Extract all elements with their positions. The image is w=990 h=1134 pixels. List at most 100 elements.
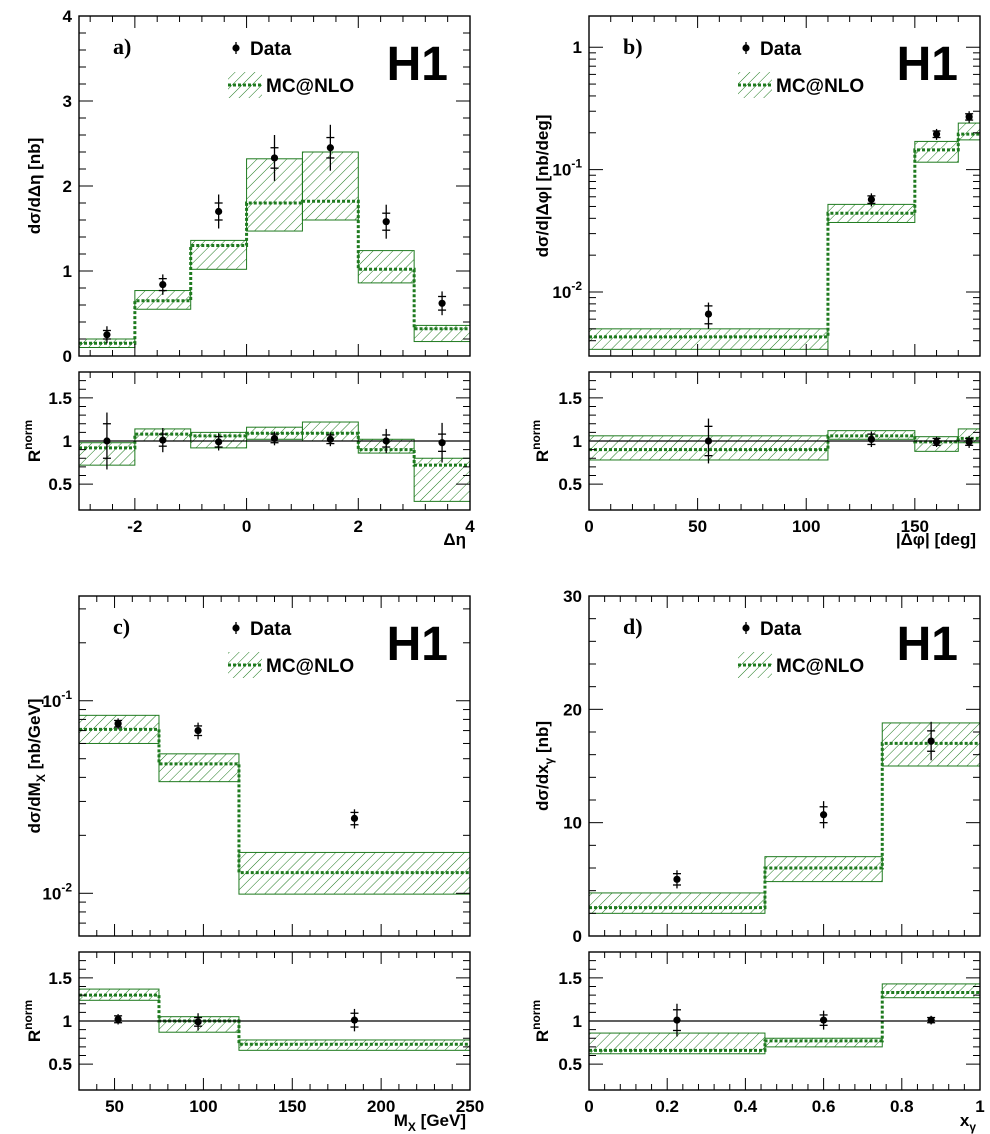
panel-b-ratio-xtick-label: 0 [584,517,593,536]
panel-c-legend-mc-label: MC@NLO [266,656,354,677]
panel-c-mc-band-bin [158,753,240,783]
panel-c-ratio-xtick-label: 200 [367,1097,395,1116]
panel-a-mc-band-bin [357,250,415,284]
panel-d-xlabel: xγ [960,1111,976,1134]
panel-c-ratio-data-marker [194,1018,202,1026]
panel-a-ratio-data-marker [159,436,167,444]
panel-b-legend-mc-label: MC@NLO [776,76,864,97]
panel-c-main-ytick-label: 10-2 [42,880,72,903]
panel-a-main-ytick-label: 2 [63,177,72,196]
panel-d-ratio-ytick-label: 1 [573,1012,582,1031]
panel-a-ratio-data-point [438,422,447,463]
panel-c-ylabel: dσ/dMX [nb/GeV] [25,699,48,834]
panel-d-ratio-xtick-label: 1 [975,1097,984,1116]
panel-d-data-point [927,721,936,761]
panel-a-data-marker [382,218,390,226]
panel-c: 10-2 10-1 0.5 1 1.5 50 100 150 200 250 dσ/dMX [nb/… [21,595,484,1134]
panel-a-ratio-data-point [326,432,335,447]
panel-c-legend-data-label: Data [250,619,292,640]
panel-b-ratio-xtick-label: 50 [688,517,707,536]
panel-b: 10-2 10-1 1 0.5 1 1.5 0 50 100 150 dσ/d|Δφ| [nb/de… [529,15,981,549]
panel-d-ratio-data-marker [927,1016,935,1024]
panel-d-ratio-ytick-label: 0.5 [558,1055,582,1074]
panel-a-ratio-data-point [214,433,223,451]
panel-d-ratio-data-marker [820,1016,828,1024]
panel-c-ratio-xtick-label: 50 [105,1097,124,1116]
panel-c-ratio-data-point [350,1008,359,1032]
panel-b-ratio-data-point [965,435,974,448]
panel-b-mc-band-bin [957,122,981,141]
panel-c-xlabel: MX [GeV] [394,1111,466,1134]
panel-a-data-point [102,326,111,344]
panel-c-ratio-xtick-label: 150 [278,1097,306,1116]
panel-b-h1-logo: H1 [897,38,958,91]
panel-b-label: b) [623,34,643,59]
panel-a-ratio-data-marker [438,439,446,447]
panel-a-main-pad: 0 1 2 3 4 [63,7,471,366]
panel-a-ratio-ytick-label: 1 [63,432,72,451]
panel-a-ratio-pad: 0.5 1 1.5 -2 0 2 4 [48,371,475,536]
panel-c-ratio-data-point [114,1014,123,1025]
panel-d-h1-logo: H1 [897,618,958,671]
panel-c-ratio-xtick-label: 250 [456,1097,484,1116]
panel-a-ratio-data-marker [326,435,334,443]
panel-b-ratio-data-point [932,436,941,448]
panel-d-data-marker [927,737,935,745]
panel-d-main-ytick-label: 0 [573,927,582,946]
panel-b-ratio-data-marker [965,438,973,446]
panel-b-main-ytick-label: 1 [573,38,582,57]
panel-b-ratio-data-point [704,418,713,464]
panel-a-data-point [326,124,335,171]
panel-c-ratio-ytick-label: 1.5 [48,969,72,988]
panel-b-ratio-xtick-label: 150 [901,517,929,536]
panel-d-main-ytick-label: 30 [563,587,582,606]
panel-d-ratio-mc-band-bin [881,983,981,999]
panel-a-data-marker [159,281,167,289]
panel-a-ratio-ylabel: Rnorm [21,420,44,462]
panel-a-data-marker [103,331,111,339]
panel-d-mc-band-bin [588,892,766,914]
panel-d-ratio-ylabel: Rnorm [529,1000,552,1042]
panel-a-main-ytick-label: 1 [63,262,72,281]
panel-a-ratio-xtick-label: -2 [127,517,142,536]
panel-a-ratio-data-point [158,428,167,453]
panel-d-legend-mc-label: MC@NLO [776,656,864,677]
panel-c-ratio-ytick-label: 1 [63,1012,72,1031]
panel-a-ratio-ytick-label: 0.5 [48,475,72,494]
panel-b-main-ytick-label: 10-2 [552,279,582,302]
panel-d-legend-data-label: Data [760,619,802,640]
panel-a-data-marker [215,207,223,216]
panel-b-data-marker [704,310,713,318]
panel-c-ratio-pad: 0.5 1 1.5 50 100 150 200 250 [48,951,484,1116]
panel-d-ratio-data-point [819,1010,828,1030]
panel-d-data-marker [673,875,681,883]
panel-b-ratio-data-marker [932,438,941,446]
panel-d-ratio-xtick-label: 0.8 [890,1097,914,1116]
panel-d-ratio-data-point [672,1003,681,1037]
panel-a-main-ytick-label: 0 [63,347,72,366]
panel-d-label: d) [623,614,643,639]
panel-d-ratio-xtick-label: 0.4 [734,1097,758,1116]
panel-d-ratio-pad: 0.5 1 1.5 0 0.2 0.4 0.6 0.8 1 [558,951,985,1116]
panel-b-data-point [704,302,713,329]
panel-b-mc-band-bin [588,328,829,350]
panel-b-mc-central-line [589,132,980,339]
panel-a-main-ytick-label: 4 [63,7,73,26]
panel-b-mc-band-bin [914,140,959,163]
panel-b-ratio-data-point [867,431,876,448]
panel-c-ratio-data-point [194,1013,203,1031]
panel-a-mc-central-line [79,199,470,345]
panel-d-data-marker [820,811,828,819]
panel-d-ratio-data-point [927,1015,936,1025]
panel-a-ratio-ytick-label: 1.5 [48,389,72,408]
panel-a-ratio-data-marker [215,438,223,446]
panel-a-ratio-data-marker [103,437,111,445]
panel-b-data-marker [965,113,973,121]
panel-b-data-point [932,128,941,140]
panel-a-ratio-data-point [102,412,111,470]
panel-a-ratio-mc-central-line [79,431,470,467]
panel-a-ratio-xtick-label: 0 [242,517,251,536]
panel-b-data-point [867,193,876,207]
panel-a-ratio-data-point [270,431,279,446]
panel-c-mc-central-line [79,727,470,875]
